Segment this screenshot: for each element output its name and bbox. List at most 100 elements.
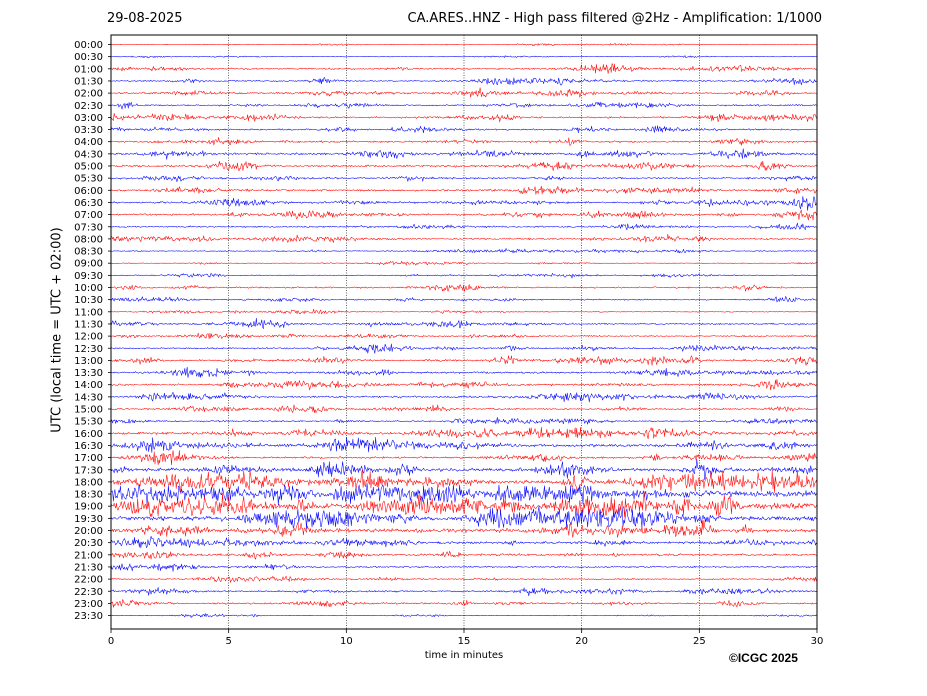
x-tick-label: 0: [108, 636, 114, 647]
trace-row: [110, 272, 818, 279]
trace-row: [110, 296, 818, 303]
trace-row: [110, 101, 818, 110]
y-tick-label: 16:00: [74, 429, 103, 440]
trace-row: [110, 417, 818, 425]
plot-frame: [110, 34, 818, 630]
trace-row: [110, 308, 818, 315]
trace-row: [110, 436, 818, 453]
y-tick-label: 13:00: [74, 356, 103, 367]
y-tick-label: 15:30: [74, 417, 103, 428]
y-tick-label: 01:30: [74, 76, 103, 87]
trace-row: [110, 535, 818, 549]
trace-row: [110, 366, 818, 378]
y-tick-label: 09:00: [74, 259, 103, 270]
trace-row: [110, 599, 818, 608]
trace-row: [110, 505, 818, 530]
y-tick-label: 14:00: [74, 380, 103, 391]
y-tick-label: 15:00: [74, 405, 103, 416]
y-tick-label: 13:30: [74, 368, 103, 379]
trace-row: [110, 355, 818, 366]
y-tick-label: 20:00: [74, 526, 103, 537]
trace-row: [110, 491, 818, 518]
y-tick-label: 07:00: [74, 210, 103, 221]
trace-row: [110, 87, 818, 98]
y-tick-label: 06:00: [74, 186, 103, 197]
trace-row: [110, 426, 818, 440]
y-tick-label: 16:30: [74, 441, 103, 452]
trace-row: [110, 587, 818, 597]
y-tick-label: 05:30: [74, 174, 103, 185]
y-tick-label: 22:30: [74, 587, 103, 598]
trace-row: [110, 160, 818, 172]
y-tick-label: 08:00: [74, 234, 103, 245]
y-tick-label: 19:00: [74, 502, 103, 513]
trace-row: [110, 248, 818, 254]
y-tick-label: 17:00: [74, 453, 103, 464]
y-tick-label: 23:30: [74, 611, 103, 622]
x-tick-label: 30: [811, 636, 824, 647]
trace-row: [110, 77, 818, 86]
y-tick-label: 00:00: [74, 40, 103, 51]
y-tick-label: 04:00: [74, 137, 103, 148]
y-tick-label: 05:00: [74, 162, 103, 173]
y-tick-label: 12:30: [74, 344, 103, 355]
trace-row: [110, 519, 818, 538]
trace-row: [110, 378, 818, 391]
y-tick-label: 14:30: [74, 392, 103, 403]
y-tick-label: 18:00: [74, 477, 103, 488]
copyright-notice: ©ICGC 2025: [729, 651, 798, 665]
trace-row: [110, 613, 818, 618]
chart-date: 29-08-2025: [107, 11, 183, 26]
y-tick-label: 06:30: [74, 198, 103, 209]
grid-layer: [228, 35, 700, 629]
y-tick-label: 02:00: [74, 89, 103, 100]
trace-layer: [110, 42, 818, 618]
trace-row: [110, 112, 818, 123]
trace-row: [110, 284, 818, 292]
trace-row: [110, 148, 818, 160]
y-tick-label: 21:30: [74, 562, 103, 573]
trace-row: [110, 175, 818, 183]
trace-row: [110, 233, 818, 243]
trace-row: [110, 482, 818, 507]
x-tick-label: 25: [693, 636, 706, 647]
y-tick-label: 21:00: [74, 550, 103, 561]
x-tick-label: 15: [458, 636, 471, 647]
y-tick-label: 17:30: [74, 465, 103, 476]
y-tick-label: 22:00: [74, 575, 103, 586]
trace-row: [110, 209, 818, 221]
trace-row: [110, 185, 818, 195]
x-tick-label: 10: [340, 636, 353, 647]
trace-row: [110, 551, 818, 560]
trace-row: [110, 404, 818, 413]
trace-row: [110, 332, 818, 340]
x-tick-label: 5: [225, 636, 231, 647]
y-tick-label: 04:30: [74, 149, 103, 160]
trace-row: [110, 55, 818, 59]
y-tick-label: 10:00: [74, 283, 103, 294]
y-tick-label: 09:30: [74, 271, 103, 282]
y-tick-label: 08:30: [74, 247, 103, 258]
y-tick-label: 02:30: [74, 101, 103, 112]
trace-row: [110, 125, 818, 134]
y-tick-label: 23:00: [74, 599, 103, 610]
trace-row: [110, 42, 818, 47]
y-tick-label: 03:00: [74, 113, 103, 124]
y-tick-label: 20:30: [74, 538, 103, 549]
trace-row: [110, 222, 818, 231]
trace-row: [110, 459, 818, 480]
y-tick-label: 12:00: [74, 332, 103, 343]
y-tick-label: 00:30: [74, 52, 103, 63]
trace-row: [110, 343, 818, 354]
y-tick-label: 07:30: [74, 222, 103, 233]
y-tick-label: 11:00: [74, 307, 103, 318]
y-tick-label: 01:00: [74, 64, 103, 75]
trace-row: [110, 137, 818, 146]
trace-row: [110, 450, 818, 466]
x-tick-label: 20: [575, 636, 588, 647]
chart-title: CA.ARES..HNZ - High pass filtered @2Hz -…: [407, 11, 822, 26]
y-tick-label: 11:30: [74, 319, 103, 330]
trace-row: [110, 63, 818, 74]
